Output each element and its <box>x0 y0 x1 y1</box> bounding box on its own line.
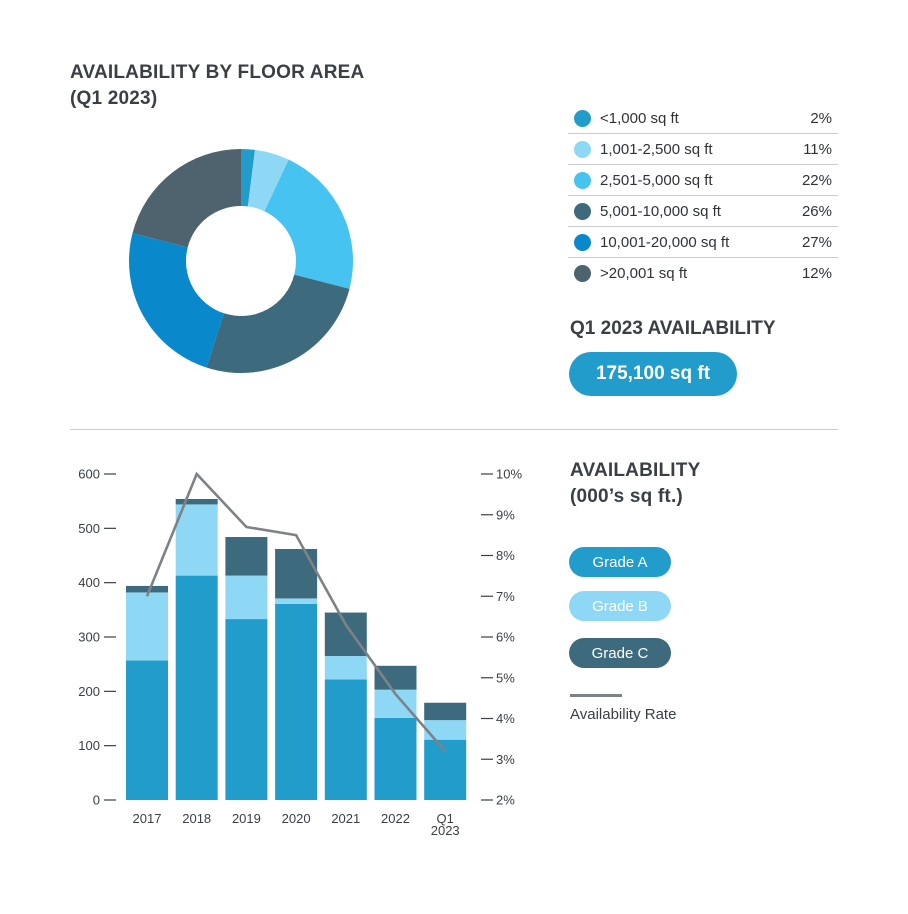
y2-tick-label: 4% <box>496 711 515 726</box>
legend-percent: 22% <box>786 164 838 196</box>
legend-label: 10,001-20,000 sq ft <box>600 226 787 258</box>
bar-segment-grade-a <box>374 717 417 800</box>
y-tick-label: 500 <box>78 521 100 536</box>
legend-swatch <box>574 171 591 189</box>
legend-row: 5,001-10,000 sq ft 26% <box>568 195 838 227</box>
legend-swatch <box>574 140 591 158</box>
bar-title-line: AVAILABILITY <box>570 460 701 481</box>
legend-swatch <box>574 202 591 220</box>
legend-grade-a: Grade A <box>569 547 671 577</box>
availability-value-pill: 175,100 sq ft <box>569 352 737 396</box>
bar-segment-grade-b <box>275 598 318 604</box>
legend-label: 2,501-5,000 sq ft <box>600 164 787 196</box>
bar-segment-grade-b <box>324 656 367 680</box>
bar-segment-grade-a <box>324 679 367 800</box>
bar-segment-grade-c <box>324 612 367 657</box>
donut-title-line: AVAILABILITY BY FLOOR AREA <box>70 62 365 83</box>
bar-segment-grade-c <box>225 537 268 576</box>
bar-segment-grade-c <box>374 665 417 690</box>
legend-percent: 2% <box>786 103 838 134</box>
x-tick-label: 2018 <box>182 811 211 826</box>
legend-grade-c: Grade C <box>569 638 671 668</box>
legend-label: <1,000 sq ft <box>600 103 787 134</box>
bar-segment-grade-b <box>424 720 467 740</box>
bar-subtitle-line: (000’s sq ft.) <box>570 486 683 507</box>
x-tick-label: 2023 <box>431 823 460 838</box>
availability-rate-legend-label: Availability Rate <box>570 706 677 723</box>
y2-tick-label: 2% <box>496 793 515 808</box>
y2-tick-label: 8% <box>496 548 515 563</box>
floor-area-legend: <1,000 sq ft 2% 1,001-2,500 sq ft 11% 2,501-… <box>568 103 838 288</box>
bar-segment-grade-a <box>225 619 268 800</box>
y-tick-label: 100 <box>78 738 100 753</box>
donut-slice-0 <box>241 149 256 207</box>
legend-label: 5,001-10,000 sq ft <box>600 195 787 227</box>
x-tick-label: 2021 <box>331 811 360 826</box>
bar-segment-grade-b <box>175 504 218 576</box>
bar-segment-grade-a <box>424 739 467 800</box>
y2-tick-label: 5% <box>496 670 515 685</box>
bar-segment-grade-c <box>275 548 318 599</box>
bar-segment-grade-a <box>275 603 318 800</box>
legend-percent: 27% <box>786 226 838 258</box>
bar-chart-title: AVAILABILITY (000’s sq ft.) <box>570 458 830 510</box>
y-tick-label: 300 <box>78 630 100 645</box>
legend-swatch <box>574 264 591 282</box>
bar-segment-grade-c <box>424 702 467 721</box>
legend-percent: 11% <box>786 133 838 165</box>
bar-segment-grade-a <box>175 575 218 800</box>
donut-slice-4 <box>129 233 225 368</box>
legend-row: <1,000 sq ft 2% <box>568 103 838 134</box>
bar-segment-grade-c <box>126 585 168 593</box>
legend-percent: 26% <box>786 195 838 227</box>
legend-label: >20,001 sq ft <box>600 264 688 282</box>
y2-tick-label: 6% <box>496 630 515 645</box>
legend-row: >20,001 sq ft 12% <box>568 258 838 289</box>
legend-row: 1,001-2,500 sq ft 11% <box>568 133 838 165</box>
legend-row: 10,001-20,000 sq ft 27% <box>568 226 838 258</box>
donut-slice-3 <box>206 274 350 373</box>
availability-title: Q1 2023 AVAILABILITY <box>570 318 776 339</box>
bar-segment-grade-c <box>175 498 218 505</box>
availability-rate-legend-swatch <box>570 694 622 697</box>
y2-tick-label: 10% <box>496 467 522 482</box>
bar-segment-grade-a <box>126 660 168 800</box>
legend-swatch <box>574 233 591 251</box>
y-tick-label: 600 <box>78 467 100 482</box>
x-tick-label: 2019 <box>232 811 261 826</box>
y2-tick-label: 7% <box>496 589 515 604</box>
x-tick-label: 2017 <box>133 811 162 826</box>
legend-grade-b: Grade B <box>569 591 671 621</box>
donut-chart-title: AVAILABILITY BY FLOOR AREA (Q1 2023) <box>70 60 430 112</box>
y-tick-label: 0 <box>93 793 100 808</box>
legend-label: 1,001-2,500 sq ft <box>600 133 787 165</box>
donut-subtitle-line: (Q1 2023) <box>70 88 158 109</box>
availability-rate-line <box>145 471 447 752</box>
bar-segment-grade-b <box>126 592 168 661</box>
legend-swatch <box>574 109 591 127</box>
legend-row: 2,501-5,000 sq ft 22% <box>568 164 838 196</box>
donut-slice-1 <box>247 149 289 212</box>
bar-segment-grade-b <box>225 575 268 620</box>
legend-percent: 12% <box>801 264 832 282</box>
donut-slice-2 <box>264 159 353 289</box>
donut-slice-5 <box>132 149 241 248</box>
y-tick-label: 200 <box>78 684 100 699</box>
y-tick-label: 400 <box>78 575 100 590</box>
x-tick-label: Q1 <box>437 811 454 826</box>
donut-chart <box>129 149 353 373</box>
y2-tick-label: 3% <box>496 752 515 767</box>
section-divider <box>70 429 838 430</box>
x-tick-label: 2020 <box>282 811 311 826</box>
x-tick-label: 2022 <box>381 811 410 826</box>
y2-tick-label: 9% <box>496 507 515 522</box>
